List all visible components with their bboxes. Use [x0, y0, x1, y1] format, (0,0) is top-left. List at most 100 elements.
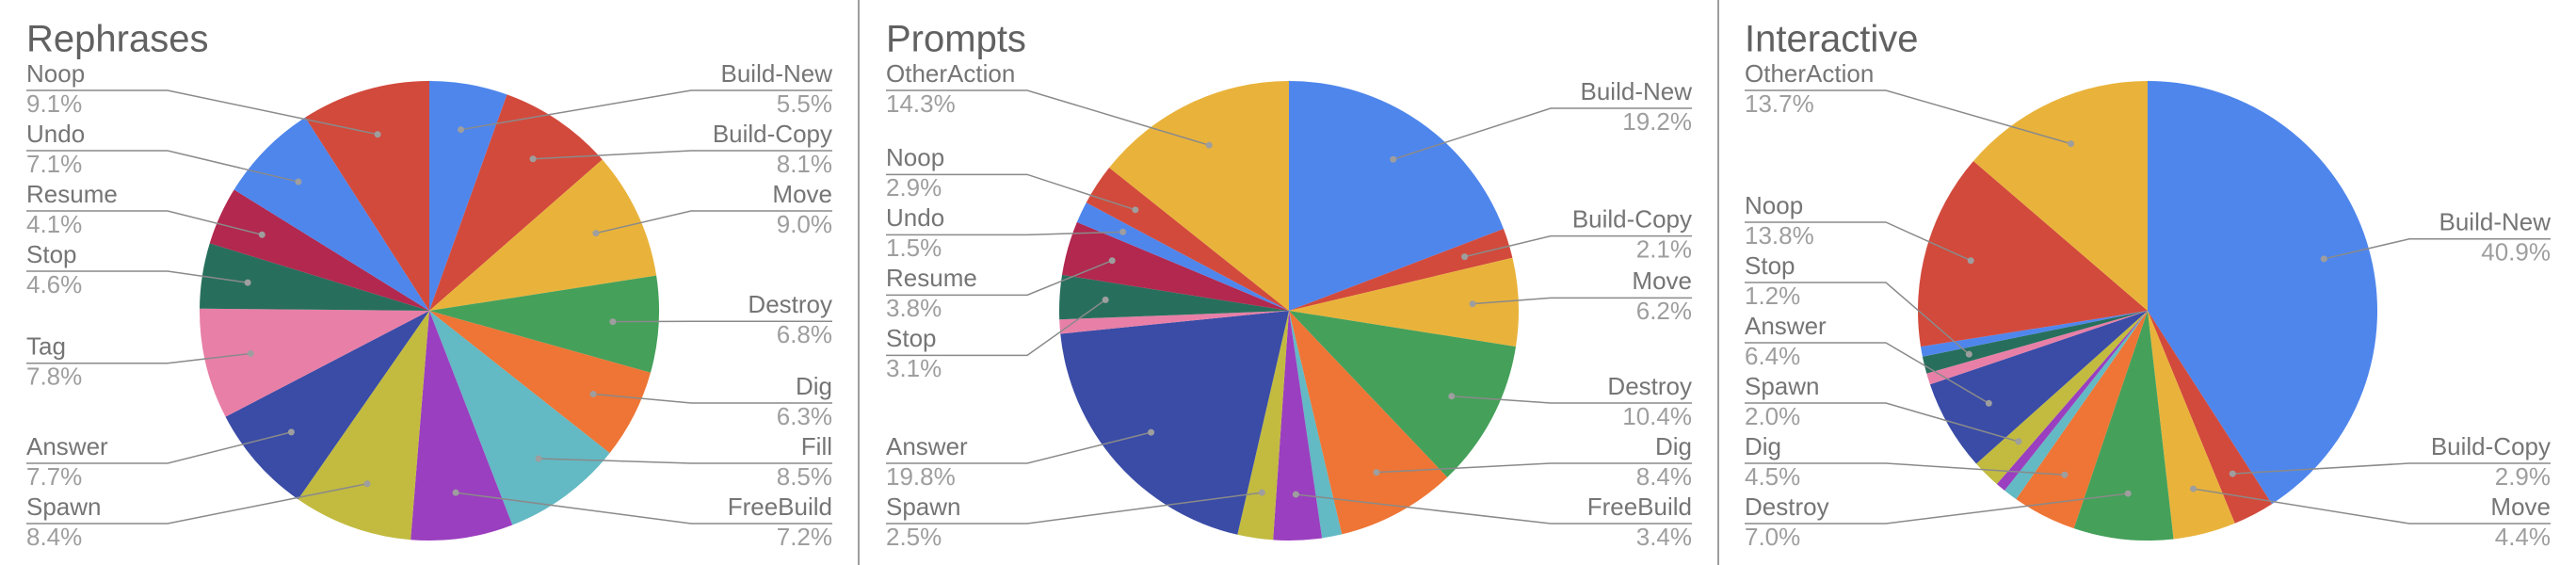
slice-value: 6.4%: [1745, 342, 1800, 370]
leader-line: [26, 482, 368, 525]
pie-slice: [1109, 80, 1289, 311]
leader-dot: [1373, 469, 1380, 476]
slice-label: Build-Copy: [713, 120, 832, 148]
leader-line: [2324, 237, 2551, 260]
slice-label: Answer: [886, 432, 968, 460]
pie-slice: [429, 81, 507, 311]
pie-slice: [1237, 311, 1289, 541]
slice-label: Noop: [886, 143, 944, 171]
slice-label: Destroy: [1745, 492, 1829, 521]
pie-slice: [1289, 311, 1448, 535]
pie-slice: [429, 311, 651, 454]
leader-line: [455, 492, 832, 525]
pie-slice: [1996, 311, 2148, 491]
leader-line: [886, 431, 1151, 464]
pie-slice: [1289, 229, 1513, 311]
slice-value: 6.8%: [777, 320, 832, 348]
slice-value: 13.8%: [1745, 221, 1814, 250]
leader-line: [592, 393, 832, 404]
leader-dot: [2320, 255, 2327, 263]
slice-label: Dig: [1745, 432, 1781, 460]
pie-slice: [200, 243, 429, 311]
leader-line: [1464, 234, 1692, 258]
leader-line: [26, 150, 299, 183]
slice-value: 6.2%: [1636, 297, 1692, 325]
slice-label: Move: [2490, 492, 2551, 521]
leader-dot: [2190, 485, 2198, 492]
slice-value: 2.1%: [1636, 235, 1692, 264]
leader-line: [1376, 462, 1692, 474]
slice-value: 19.2%: [1622, 107, 1692, 136]
slice-value: 4.6%: [26, 270, 82, 299]
leader-dot: [452, 489, 459, 496]
pie-slice: [233, 117, 429, 312]
pie-slice: [2148, 80, 2377, 505]
slice-label: Build-Copy: [1572, 205, 1692, 234]
leader-dot: [1967, 257, 1974, 265]
slice-value: 9.1%: [26, 89, 82, 118]
leader-line: [1473, 297, 1692, 305]
leader-dot: [1292, 491, 1299, 498]
pie-slice: [1289, 81, 1504, 311]
pie-slice: [2148, 311, 2273, 524]
slice-value: 4.4%: [2495, 523, 2551, 551]
slice-label: Resume: [26, 180, 118, 208]
leader-line: [26, 89, 378, 136]
slice-value: 1.5%: [886, 234, 942, 262]
leader-line: [1745, 221, 1972, 262]
leader-dot: [2061, 471, 2069, 478]
leader-line: [1745, 342, 1989, 404]
leader-dot: [287, 428, 295, 436]
slice-label: FreeBuild: [728, 492, 832, 521]
leader-dot: [1469, 300, 1476, 308]
slice-label: Build-New: [1581, 77, 1693, 105]
slice-value: 3.8%: [886, 294, 942, 322]
slice-label: Stop: [886, 324, 937, 352]
leader-line: [1745, 89, 2071, 145]
leader-dot: [529, 155, 537, 163]
leader-line: [1451, 396, 1692, 404]
slice-label: Move: [1632, 266, 1692, 295]
slice-value: 7.1%: [26, 150, 82, 178]
slice-value: 7.7%: [26, 462, 82, 491]
leader-line: [1393, 107, 1692, 160]
leader-line: [886, 231, 1123, 236]
pie-slice: [1059, 274, 1289, 320]
leader-dot: [247, 349, 254, 357]
pie-slice: [199, 308, 429, 417]
chart-title: Prompts: [886, 19, 1026, 60]
slice-label: Destroy: [748, 290, 832, 318]
pie-slice: [1062, 221, 1289, 311]
leader-dot: [2229, 470, 2236, 477]
leader-line: [1745, 282, 1970, 355]
pie-slice: [1926, 311, 2148, 385]
pie-slice: [1289, 311, 1343, 539]
leader-dot: [363, 480, 371, 488]
slice-value: 2.9%: [886, 173, 942, 202]
leader-line: [886, 492, 1263, 525]
slice-value: 14.3%: [886, 89, 956, 118]
leader-line: [886, 299, 1106, 357]
leader-dot: [1258, 489, 1265, 496]
slice-label: Spawn: [1745, 372, 1820, 400]
chart-title: Interactive: [1745, 19, 1919, 60]
pie-slice: [429, 159, 657, 311]
slice-label: Spawn: [26, 492, 102, 521]
leader-dot: [244, 279, 251, 286]
leader-line: [1745, 402, 2020, 443]
slice-value: 10.4%: [1622, 402, 1692, 430]
slice-value: 4.1%: [26, 210, 82, 238]
slice-label: Tag: [26, 332, 66, 361]
pie-slice: [411, 311, 513, 541]
pie-slice: [1922, 311, 2148, 374]
leader-dot: [589, 390, 597, 397]
pie-slice: [429, 94, 603, 311]
leader-line: [2193, 488, 2551, 525]
slice-value: 2.9%: [2495, 462, 2551, 491]
slice-label: Noop: [1745, 191, 1803, 219]
chart-title: Rephrases: [26, 19, 208, 60]
slice-label: OtherAction: [886, 59, 1015, 88]
pie-slice: [1289, 257, 1519, 347]
pie-slice: [2073, 311, 2174, 541]
